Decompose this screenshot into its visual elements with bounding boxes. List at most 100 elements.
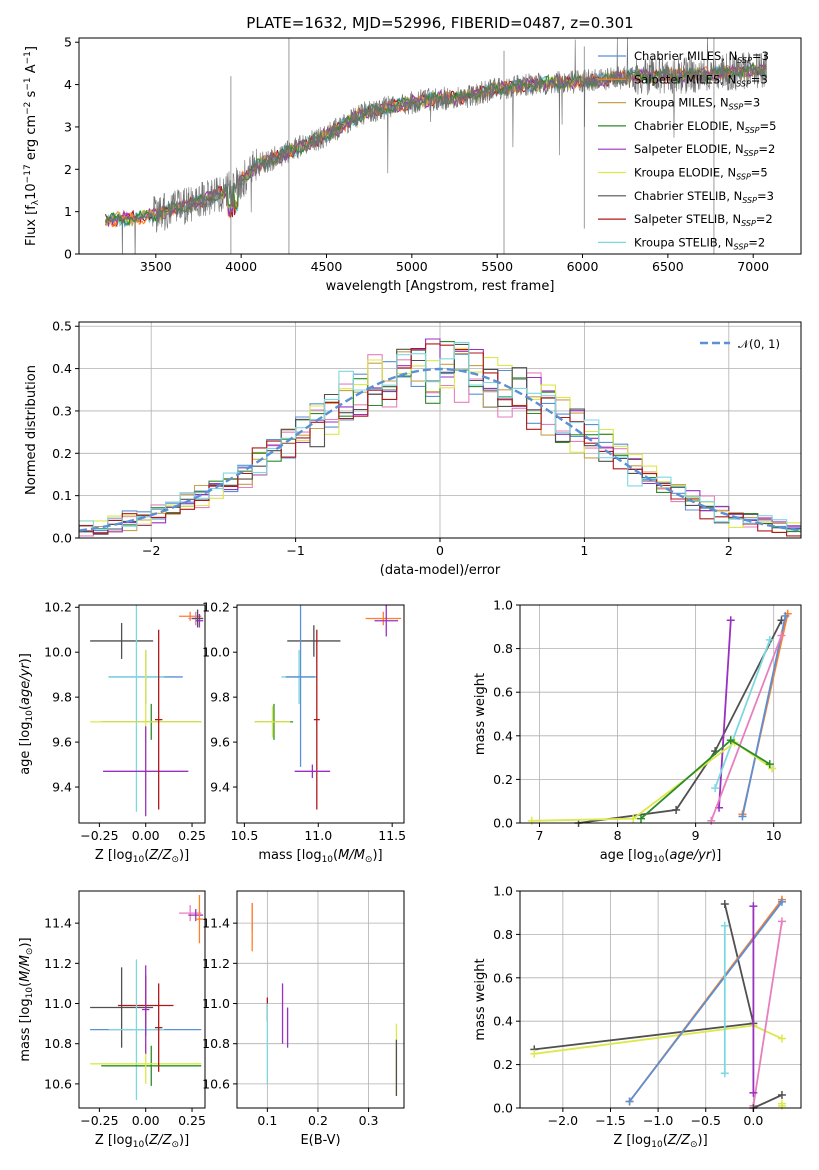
weight-line [714,639,771,789]
y-axis-label: mass weight [473,673,488,755]
y-tick-label: 0.6 [493,685,513,700]
x-tick-label: 6500 [652,259,684,274]
y-tick-label: 0.0 [52,531,72,546]
x-tick-label: 5000 [396,259,428,274]
legend-entry: Salpeter MILES, NSSP=3 [634,72,768,88]
histogram-salpeter_stelib [79,343,801,537]
x-tick-label: 9 [692,828,700,843]
x-tick-label: 11.5 [378,828,406,843]
y-tick-label: 9.8 [210,690,230,705]
x-tick-label: 7 [536,828,544,843]
y-tick-label: 10.6 [44,1076,72,1091]
y-tick-label: 10.0 [44,645,72,660]
x-axis-label: wavelength [Angstrom, rest frame] [326,279,555,294]
legend-entry: Kroupa ELODIE, NSSP=5 [634,166,768,182]
y-tick-label: 11.4 [202,916,230,931]
x-tick-label: 0.0 [743,1113,763,1128]
y-axis-label: Normed distribution [24,365,39,495]
x-axis-label: E(B-V) [300,1133,340,1148]
weight-line [710,635,783,822]
x-tick-label: −1 [286,543,304,558]
x-tick-label: 10 [766,828,782,843]
y-tick-label: 9.8 [52,690,72,705]
x-tick-label: 0.25 [178,1113,206,1128]
axes-frame [78,37,802,255]
legend-entry: Salpeter ELODIE, NSSP=2 [634,142,775,158]
x-tick-label: 4500 [311,259,343,274]
weight-line [578,619,783,824]
histogram-panel: −2 −1 0 1 2 0.0 0.1 0.2 0.3 0.4 0.5 (data-model)/er… [24,319,802,578]
x-tick-label: 11.0 [304,828,332,843]
x-tick-label: −1.0 [643,1113,673,1128]
x-tick-label: 2 [725,543,733,558]
axes-frame [519,890,802,1109]
y-axis-label: mass [log10(M/M⊙)] [18,937,35,1061]
histogram-kroupa_stelib [79,341,801,536]
y-tick-label: 5 [64,35,72,50]
axes-frame [236,890,405,1109]
x-tick-label: −2 [142,543,160,558]
weight-line [753,1094,783,1109]
y-tick-label: 11.2 [202,956,230,971]
weight-line [628,901,783,1103]
legend-entry: Kroupa STELIB, NSSP=2 [634,235,765,251]
y-tick-label: 9.4 [210,780,230,795]
y-tick-label: 0.1 [52,488,72,503]
histogram-steps [79,338,801,537]
y-tick-label: 10.0 [202,645,230,660]
x-tick-label: 6000 [567,259,599,274]
y-tick-label: 0.4 [52,361,72,376]
x-tick-label: 0.25 [178,828,206,843]
gaussian-curve [79,367,801,532]
legend-entry: Chabrier MILES, NSSP=3 [634,49,769,65]
x-tick-label: 0.00 [132,1113,160,1128]
y-tick-label: 10.8 [44,1036,72,1051]
y-tick-label: 0.8 [493,927,513,942]
y-tick-label: 9.6 [52,735,72,750]
legend-entry: 𝒩(0, 1) [738,337,780,351]
y-axis-label: Flux [fλ10−17 erg cm−2 s−1 A−1] [23,46,41,246]
x-axis-label: Z [log10(Z/Z⊙)] [613,1133,707,1150]
observed-spectrum [105,38,767,254]
y-tick-label: 3 [64,119,72,134]
y-axis-label: age [log10(age/yr)] [18,653,35,775]
y-tick-label: 10.2 [202,600,230,615]
weight-line [752,921,783,1106]
y-tick-label: 0.4 [493,728,513,743]
y-tick-label: 11.2 [44,956,72,971]
y-tick-label: 11.0 [44,996,72,1011]
y-tick-label: 0.6 [493,970,513,985]
y-tick-label: 11.4 [44,916,72,931]
axes-frame [78,890,206,1109]
spectrum-legend: Chabrier MILES, NSSP=3 Salpeter MILES, NS… [598,49,776,251]
age-vs-Z-panel: −0.25 0.00 0.25 9.4 9.6 9.8 10.0 10.2 Z [log10(Z… [18,600,206,865]
x-axis-label: mass [log10(M/M⊙)] [258,848,382,865]
weight-line [718,620,732,808]
x-tick-label: 0 [436,543,444,558]
mass-vs-ebv-panel: 0.1 0.2 0.3 10.6 10.8 11.0 11.2 11.4 E(B-V) [202,890,405,1148]
y-tick-label: 0 [64,247,72,262]
weight-series [527,609,792,827]
age-vs-mass-panel: 10.5 11.0 11.5 9.4 9.6 9.8 10.0 10.2 mass [log10… [202,600,406,865]
errorbars [254,605,402,810]
mass-weight-vs-age-panel: 7 8 9 10 0.0 0.2 0.4 0.6 0.8 1.0 age [log10(age/yr… [473,598,802,865]
y-tick-label: 11.0 [202,996,230,1011]
x-tick-label: 0.00 [132,828,160,843]
y-tick-label: 10.2 [44,600,72,615]
y-tick-label: 0.3 [52,403,72,418]
axes-frame [519,604,802,824]
y-tick-label: 1 [64,204,72,219]
y-tick-label: 0.2 [493,772,513,787]
y-tick-label: 10.8 [202,1036,230,1051]
weight-series [530,895,786,1112]
x-tick-label: 3500 [140,259,172,274]
y-tick-label: 0.0 [493,816,513,831]
y-tick-label: 4 [64,77,72,92]
x-tick-label: 0.3 [359,1113,379,1128]
axes-frame [236,604,405,824]
y-tick-label: 9.4 [52,780,72,795]
y-tick-label: 0.2 [493,1057,513,1072]
y-tick-label: 10.6 [202,1076,230,1091]
legend-entry: Salpeter STELIB, NSSP=2 [634,212,773,228]
